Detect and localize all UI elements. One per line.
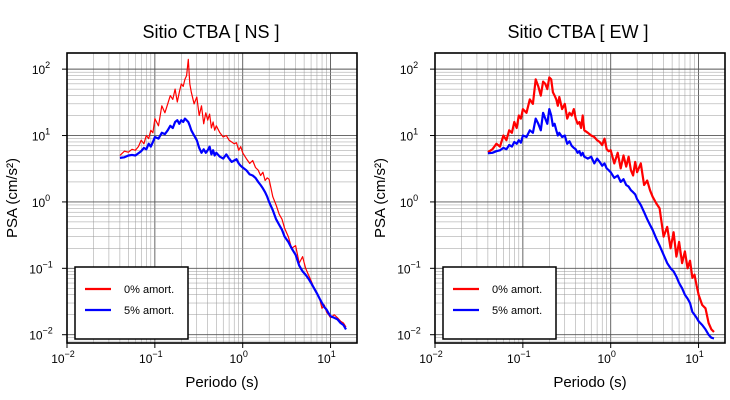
- x-axis-label: Periodo (s): [185, 374, 258, 391]
- y-tick-label: 10−2: [29, 326, 53, 343]
- x-tick-label: 101: [317, 349, 335, 366]
- y-tick-label: 102: [400, 60, 418, 77]
- x-tick-label: 10−1: [139, 349, 163, 366]
- y-tick-label: 100: [32, 193, 50, 210]
- series-line-amort-5: [487, 107, 715, 340]
- x-tick-label: 100: [230, 349, 248, 366]
- x-axis-label: Periodo (s): [553, 374, 626, 391]
- y-tick-label: 10−1: [397, 259, 421, 276]
- y-tick-label: 10−1: [29, 259, 53, 276]
- y-tick-label: 101: [32, 127, 50, 144]
- series-line-amort-0: [119, 58, 347, 328]
- x-tick-label: 10−2: [419, 349, 443, 366]
- legend-label: 5% amort.: [492, 305, 542, 317]
- y-tick-label: 101: [400, 127, 418, 144]
- x-tick-label: 10−2: [51, 349, 75, 366]
- x-tick-label: 10−1: [507, 349, 531, 366]
- legend-box: [442, 266, 557, 340]
- plot-frame: [66, 52, 358, 344]
- legend: 0% amort. 5% amort.: [74, 266, 189, 340]
- y-tick-label: 102: [32, 60, 50, 77]
- x-tick-label: 100: [598, 349, 616, 366]
- legend-box: [74, 266, 189, 340]
- series-line-amort-5: [119, 117, 347, 330]
- y-tick-label: 10−2: [397, 326, 421, 343]
- legend-label: 5% amort.: [124, 305, 174, 317]
- series-line-amort-0: [487, 76, 715, 333]
- legend-label: 0% amort.: [492, 284, 542, 296]
- y-tick-label: 100: [400, 193, 418, 210]
- plot-frame: [434, 52, 726, 344]
- chart-panel-2: Sitio CTBA [ EW ] 10−2 10−1 100 101 10−2 10−1 1…: [372, 22, 726, 391]
- chart-panel-1: Sitio CTBA [ NS ] 10−2 10−1 100 101 10−2 10−1 1…: [4, 22, 358, 391]
- legend: 0% amort. 5% amort.: [442, 266, 557, 340]
- y-axis-label: PSA (cm/s²): [4, 158, 21, 238]
- y-axis-label: PSA (cm/s²): [372, 158, 389, 238]
- legend-label: 0% amort.: [124, 284, 174, 296]
- x-tick-label: 101: [685, 349, 703, 366]
- chart-title: Sitio CTBA [ NS ]: [142, 22, 279, 42]
- chart-title: Sitio CTBA [ EW ]: [507, 22, 648, 42]
